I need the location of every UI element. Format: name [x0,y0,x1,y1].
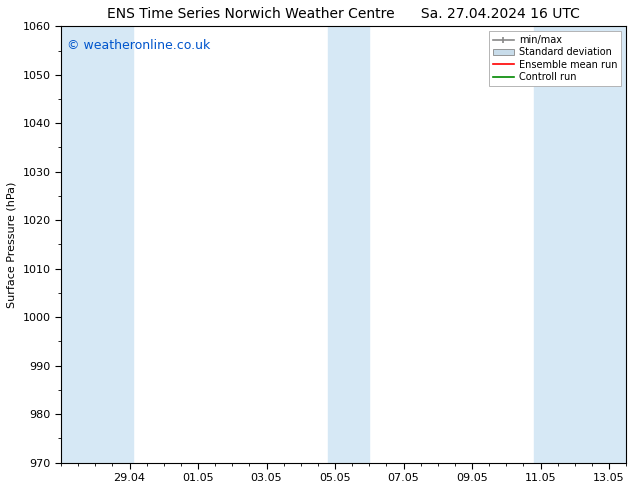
Bar [534,26,626,463]
Legend: min/max, Standard deviation, Ensemble mean run, Controll run: min/max, Standard deviation, Ensemble me… [489,31,621,86]
Bar [328,26,369,463]
Y-axis label: Surface Pressure (hPa): Surface Pressure (hPa) [7,181,17,308]
Text: © weatheronline.co.uk: © weatheronline.co.uk [67,39,210,52]
Title: ENS Time Series Norwich Weather Centre      Sa. 27.04.2024 16 UTC: ENS Time Series Norwich Weather Centre S… [107,7,580,21]
Bar [61,26,133,463]
